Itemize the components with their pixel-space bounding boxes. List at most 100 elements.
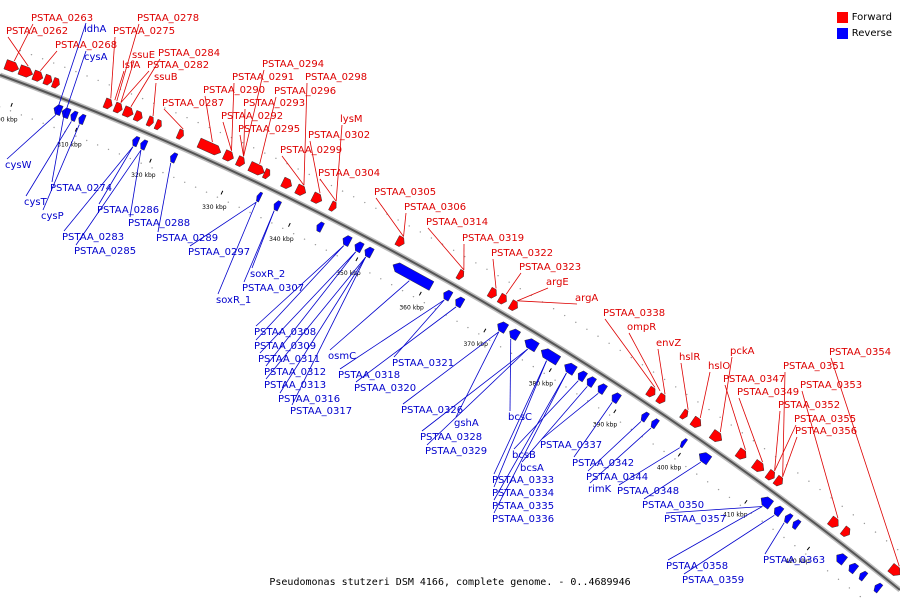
forward-gene-label: PSTAA_0263 (31, 13, 93, 24)
reverse-gene (140, 139, 149, 151)
dot-inner (42, 122, 44, 124)
reverse-gene (509, 328, 522, 341)
reverse-gene-label: PSTAA_0317 (290, 406, 352, 417)
dot-inner (848, 587, 851, 589)
genome-backbone (0, 72, 900, 592)
label-leader (493, 372, 567, 514)
dot-inner (271, 222, 273, 224)
label-leader (505, 272, 522, 295)
label-leader (738, 397, 763, 463)
label-leader (55, 22, 87, 116)
forward-gene-label: PSTAA_0290 (203, 85, 265, 96)
reverse-gene-label: cysW (5, 160, 32, 171)
label-leader (830, 357, 900, 567)
forward-gene-label: PSTAA_0314 (426, 217, 488, 228)
reverse-gene-label: gshA (454, 418, 479, 429)
label-leader (493, 360, 547, 488)
dot-inner (162, 171, 164, 174)
forward-gene-label: PSTAA_0302 (308, 130, 370, 141)
label-leader (259, 251, 356, 354)
dot-inner (728, 496, 731, 499)
label-leader (6, 114, 56, 160)
label-leader (255, 245, 345, 341)
scale-tick-label: 360 kbp (399, 304, 424, 311)
dot-inner (543, 372, 545, 375)
forward-gene (486, 286, 497, 299)
label-leader (339, 299, 445, 370)
reverse-gene-label: PSTAA_0336 (492, 514, 554, 525)
forward-gene (196, 137, 222, 156)
dot-outer (586, 328, 588, 330)
dot-outer (419, 231, 422, 233)
legend-reverse-label: Reverse (851, 27, 892, 39)
forward-gene (328, 200, 337, 212)
forward-gene (222, 149, 234, 162)
forward-gene (102, 97, 113, 110)
reverse-gene (698, 452, 713, 466)
forward-gene (153, 118, 162, 131)
forward-gene-label: PSTAA_0287 (162, 98, 224, 109)
scale-tick (744, 499, 748, 504)
legend-forward: Forward (836, 9, 892, 25)
dot-outer (852, 514, 855, 516)
label-leader (303, 82, 308, 186)
reverse-gene-label: PSTAA_0329 (425, 446, 487, 457)
label-leader (683, 514, 775, 575)
dot-inner (815, 561, 818, 564)
forward-gene-label: PSTAA_0352 (778, 400, 840, 411)
forward-gene (689, 415, 702, 428)
forward-gene (310, 191, 323, 204)
reverse-gene (497, 321, 510, 334)
dot-outer (308, 173, 310, 176)
reverse-gene-label: PSTAA_0309 (254, 341, 316, 352)
dot-outer (75, 70, 77, 73)
forward-gene-label: PSTAA_0282 (147, 60, 209, 71)
reverse-gene-label: ldhA (84, 24, 106, 35)
dot-outer (519, 288, 521, 290)
dot-outer (53, 62, 55, 64)
scale-tick-label: 380 kbp (529, 380, 554, 387)
reverse-gene (364, 246, 375, 259)
label-leader (513, 380, 579, 450)
dot-inner (837, 578, 840, 581)
reverse-gene-label: PSTAA_0357 (664, 514, 726, 525)
forward-gene-label: argA (575, 293, 598, 304)
forward-gene (655, 392, 666, 405)
reverse-gene-label: PSTAA_0288 (128, 218, 190, 229)
scale-tick (677, 452, 681, 457)
label-leader (63, 50, 87, 119)
scale-tick-label: 390 kbp (593, 421, 618, 428)
reverse-gene-label: osmC (328, 351, 356, 362)
forward-gene-label: PSTAA_0291 (232, 72, 294, 83)
dot-inner (576, 393, 578, 395)
forward-gene-label: PSTAA_0338 (603, 308, 665, 319)
label-leader (782, 436, 798, 477)
label-leader (628, 332, 661, 391)
reverse-gene (858, 570, 869, 582)
label-leader (25, 121, 72, 197)
dot-outer (64, 66, 66, 69)
label-leader (291, 256, 366, 406)
dot-inner (859, 595, 862, 598)
dot-outer (375, 207, 377, 209)
label-leader (573, 402, 613, 458)
reverse-gene (773, 505, 785, 518)
dot-outer (641, 364, 644, 366)
forward-gene (734, 447, 747, 460)
forward-gene-label: PSTAA_0304 (318, 168, 380, 179)
dot-inner (805, 553, 807, 555)
reverse-gene-label: PSTAA_0363 (763, 555, 825, 566)
reverse-gene (836, 553, 848, 566)
reverse-gene (354, 241, 365, 254)
reverse-gene-label: cysT (24, 197, 48, 208)
dot-inner (826, 570, 829, 572)
dot-inner (75, 135, 77, 137)
reverse-gene (650, 418, 660, 430)
forward-gene-label: PSTAA_0353 (800, 380, 862, 391)
label-leader (587, 421, 642, 472)
forward-gene (455, 268, 465, 281)
dot-inner (238, 206, 240, 209)
label-leader (724, 384, 746, 450)
dot-outer (397, 219, 399, 221)
dot-outer (264, 152, 266, 154)
